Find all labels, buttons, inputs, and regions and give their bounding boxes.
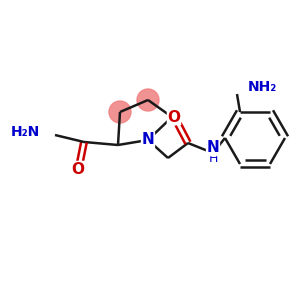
Text: O: O — [167, 110, 181, 124]
Text: O: O — [71, 161, 85, 176]
Text: NH₂: NH₂ — [248, 80, 277, 94]
Text: N: N — [207, 140, 219, 155]
Text: H₂N: H₂N — [11, 125, 40, 139]
Circle shape — [109, 101, 131, 123]
Text: H: H — [208, 152, 218, 164]
Text: N: N — [142, 133, 154, 148]
Circle shape — [137, 89, 159, 111]
